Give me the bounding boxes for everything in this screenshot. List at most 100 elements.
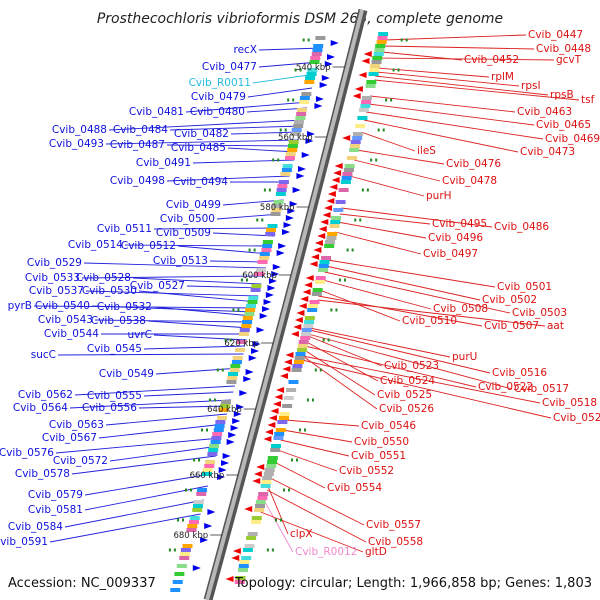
gene-label[interactable]: Cvib_0503 (512, 307, 567, 319)
gene-label[interactable]: Cvib_0465 (536, 119, 591, 131)
gene-label[interactable]: Cvib_0514 (68, 239, 123, 251)
gene-label[interactable]: Cvib_R0012 (295, 546, 357, 558)
gene-label[interactable]: Cvib_0512 (121, 240, 176, 252)
gene-label[interactable]: Cvib_0554 (327, 482, 382, 494)
gene-label[interactable]: ileS (417, 145, 436, 157)
gene-label[interactable]: Cvib_0509 (156, 227, 211, 239)
gene-label[interactable]: Cvib_0572 (53, 455, 108, 467)
gene-label[interactable]: Cvib_0496 (428, 232, 483, 244)
reverse-gene-arrow (298, 303, 307, 309)
gene-label[interactable]: Cvib_0463 (517, 106, 572, 118)
gene-label[interactable]: gltD (365, 546, 387, 558)
gene-label[interactable]: Cvib_0479 (191, 91, 246, 103)
gene-label[interactable]: Cvib_0558 (368, 536, 423, 548)
gene-label[interactable]: Cvib_0556 (82, 402, 137, 414)
gene-label[interactable]: Cvib_0527 (130, 280, 185, 292)
gene-label[interactable]: Cvib_0510 (402, 315, 457, 327)
gene-label[interactable]: Cvib_0516 (492, 367, 547, 379)
gene-label[interactable]: Cvib_0529 (27, 257, 82, 269)
gene-label[interactable]: Cvib_0511 (97, 223, 152, 235)
gene-label[interactable]: Cvib_0524 (380, 375, 435, 387)
gene-label[interactable]: Cvib_0484 (113, 124, 168, 136)
gene-label[interactable]: Cvib_0545 (87, 343, 142, 355)
gene-label[interactable]: Cvib_0544 (44, 328, 99, 340)
gene-label[interactable]: recX (233, 44, 257, 56)
gene-label[interactable]: Cvib_0495 (432, 218, 487, 230)
gene-label[interactable]: Cvib_0522 (478, 381, 533, 393)
gene-label[interactable]: uvrC (127, 329, 152, 341)
gene-label[interactable]: Cvib_0494 (173, 176, 228, 188)
gene-label[interactable]: Cvib_0523 (384, 360, 439, 372)
gene-label[interactable]: rpsB (550, 89, 574, 101)
gene-label[interactable]: sucC (31, 349, 56, 361)
gene-label[interactable]: rplM (491, 71, 514, 83)
gene-label[interactable]: Cvib_0491 (136, 157, 191, 169)
gene-label[interactable]: pyrB (8, 300, 32, 312)
gene-label[interactable]: Cvib_0477 (202, 61, 257, 73)
gene-label[interactable]: Cvib_0563 (49, 419, 104, 431)
gene-label[interactable]: rpsI (521, 80, 541, 92)
gene-label[interactable]: aat (547, 320, 564, 332)
gene-label[interactable]: Cvib_0537 (29, 285, 84, 297)
gene-label[interactable]: Cvib_0517 (514, 383, 569, 395)
gene-label[interactable]: Cvib_0502 (482, 294, 537, 306)
gene-label[interactable]: Cvib_0557 (366, 519, 421, 531)
gene-label[interactable]: Cvib_0507 (484, 320, 539, 332)
gene-label[interactable]: Cvib_0549 (99, 368, 154, 380)
gene-label[interactable]: Cvib_0525 (377, 389, 432, 401)
gene-label[interactable]: Cvib_0555 (87, 390, 142, 402)
gene-label[interactable]: Cvib_0508 (433, 303, 488, 315)
gene-label[interactable]: Cvib_0488 (52, 124, 107, 136)
gene-label[interactable]: Cvib_0485 (171, 142, 226, 154)
gene-label[interactable]: Cvib_0481 (129, 106, 184, 118)
gene-label[interactable]: Cvib_0473 (520, 146, 575, 158)
gene-label[interactable]: tsf (581, 94, 595, 106)
gene-label[interactable]: Cvib_0521 (553, 412, 600, 424)
gene-label[interactable]: Cvib_0469 (545, 133, 600, 145)
gene-label[interactable]: Cvib_0476 (446, 158, 501, 170)
cog-block (266, 464, 277, 468)
gene-label[interactable]: gcvT (556, 54, 582, 66)
gene-label[interactable]: Cvib_0581 (28, 504, 83, 516)
gene-label[interactable]: clpX (290, 528, 313, 540)
gene-label[interactable]: Cvib_0501 (497, 281, 552, 293)
gene-label[interactable]: Cvib_0533 (25, 272, 80, 284)
gene-label[interactable]: Cvib_0480 (190, 106, 245, 118)
gene-label[interactable]: purU (452, 351, 477, 363)
gene-label[interactable]: Cvib_0551 (351, 450, 406, 462)
gene-label[interactable]: Cvib_0552 (339, 465, 394, 477)
gene-label[interactable]: Cvib_0478 (442, 175, 497, 187)
gene-label[interactable]: Cvib_0513 (153, 255, 208, 267)
gene-label[interactable]: Cvib_0499 (166, 199, 221, 211)
gene-label[interactable]: Cvib_0448 (536, 43, 591, 55)
gene-label[interactable]: Cvib_0578 (15, 468, 70, 480)
gene-label[interactable]: Cvib_0550 (354, 436, 409, 448)
gene-label[interactable]: Cvib_0526 (379, 403, 434, 415)
gene-label[interactable]: Cvib_0584 (8, 521, 63, 533)
gene-label[interactable]: Cvib_0532 (97, 301, 152, 313)
gene-label[interactable]: Cvib_0447 (528, 29, 583, 41)
gene-label[interactable]: Cvib_0528 (76, 272, 131, 284)
gene-label[interactable]: Cvib_0562 (18, 389, 73, 401)
gene-label[interactable]: Cvib_R0011 (189, 77, 251, 89)
gene-label[interactable]: Cvib_0564 (13, 402, 68, 414)
gene-label[interactable]: Cvib_0567 (42, 432, 97, 444)
gene-label[interactable]: Cvib_0497 (423, 248, 478, 260)
gene-label[interactable]: Cvib_0486 (494, 221, 549, 233)
gene-label[interactable]: Cvib_0579 (28, 489, 83, 501)
gene-label[interactable]: Cvib_0487 (110, 139, 165, 151)
gene-label[interactable]: Cvib_0540 (35, 300, 90, 312)
gene-label[interactable]: Cvib_0518 (542, 397, 597, 409)
gene-label[interactable]: Cvib_0482 (174, 128, 229, 140)
gene-label[interactable]: Cvib_0538 (91, 315, 146, 327)
gene-label[interactable]: purH (426, 190, 452, 202)
gene-label[interactable]: Cvib_0452 (464, 54, 519, 66)
gene-label[interactable]: Cvib_0591 (0, 536, 48, 548)
gene-label[interactable]: Cvib_0530 (82, 285, 137, 297)
gene-label[interactable]: Cvib_0576 (0, 447, 54, 459)
gene-label[interactable]: Cvib_0543 (38, 314, 93, 326)
gene-label[interactable]: Cvib_0500 (160, 213, 215, 225)
gene-label[interactable]: Cvib_0493 (49, 138, 104, 150)
gene-label[interactable]: Cvib_0546 (361, 420, 416, 432)
gene-label[interactable]: Cvib_0498 (110, 175, 165, 187)
